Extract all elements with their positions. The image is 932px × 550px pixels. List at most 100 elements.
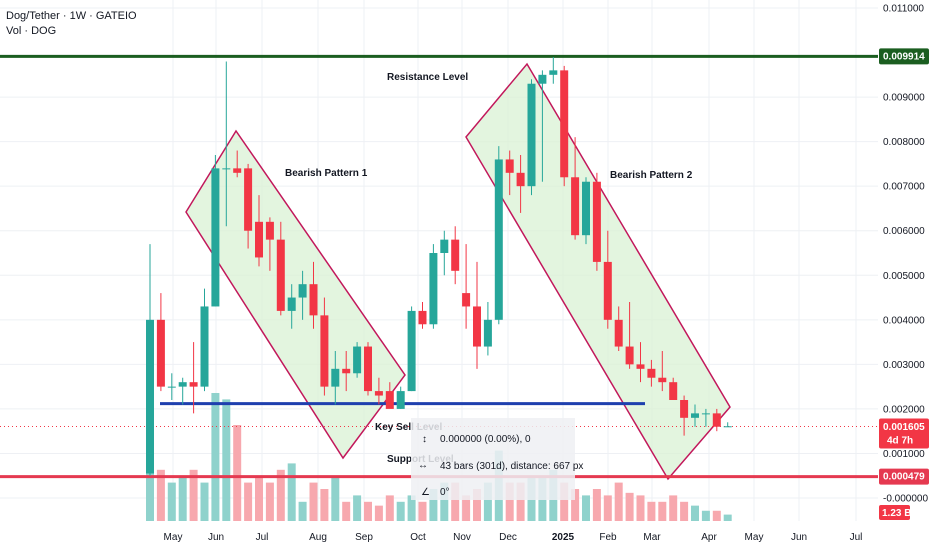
bearish-channel-2 (465, 62, 731, 481)
volume-bar (342, 501, 351, 521)
volume-tag-bg (879, 505, 910, 520)
time-axis-bg (0, 522, 932, 550)
candle-body (516, 172, 525, 187)
measure-bars-distance: 43 bars (301d), distance: 667 px (440, 461, 583, 472)
candle-body (527, 83, 536, 187)
time-tick-label: Oct (410, 532, 426, 543)
candle (396, 386, 405, 409)
candle (723, 422, 732, 428)
volume-bar (473, 489, 481, 521)
volume-bar (680, 501, 689, 521)
candle (538, 70, 547, 182)
volume-bar (691, 505, 699, 521)
candle (582, 177, 590, 245)
candle-body (592, 181, 601, 262)
volume-bar (244, 482, 253, 521)
candle-body (396, 391, 405, 409)
candle (353, 342, 362, 378)
price-tick-label: 0.004000 (883, 315, 925, 326)
candle (407, 306, 416, 392)
candle (483, 302, 492, 356)
candle (571, 137, 580, 240)
volume-bar (483, 482, 492, 521)
candle (233, 150, 242, 178)
candle-body (440, 239, 449, 253)
volume-bar (320, 489, 329, 521)
candle-body (276, 239, 285, 311)
volume-bar (625, 492, 634, 521)
volume-bar (200, 482, 209, 521)
candle-body (167, 386, 176, 388)
price-tags: 0.009914 0.001605 4d 7h 0.000479 1.23 B (879, 48, 929, 520)
candle (309, 261, 318, 329)
candle (603, 230, 612, 329)
time-tick-label: 2025 (552, 532, 575, 543)
candle (669, 377, 678, 400)
volume-bar (440, 482, 449, 521)
candle-body (265, 221, 274, 240)
price-axis[interactable]: 0.011000 0.009000 0.008000 0.007000 0.006000… (879, 0, 932, 550)
candle-body (255, 221, 263, 258)
volume-bar (647, 501, 656, 521)
volume-bar (723, 514, 732, 521)
candle (385, 382, 394, 409)
candle (244, 163, 253, 249)
candle-body (320, 315, 329, 387)
price-tick-label: 0.005000 (883, 271, 925, 282)
candle-body (538, 74, 547, 84)
volume-title[interactable]: Vol · DOG (6, 25, 57, 37)
time-tick-label: Mar (643, 532, 661, 543)
candle (374, 377, 383, 405)
candle-body (211, 168, 220, 307)
candlesticks (146, 57, 732, 476)
price-tick-label: 0.001000 (883, 449, 925, 460)
candle-body (647, 368, 656, 378)
time-tick-label: Aug (309, 532, 327, 543)
candle-body (625, 346, 634, 365)
candle (298, 270, 307, 320)
time-tick-label: Nov (453, 532, 471, 543)
volume-bar (287, 463, 296, 521)
candle (625, 302, 634, 369)
countdown-tag: 4d 7h (887, 436, 913, 447)
price-tick-label: 0.006000 (883, 226, 925, 237)
candle-body (473, 306, 481, 347)
candle-body (298, 284, 307, 298)
volume-bar (407, 495, 416, 521)
candle (189, 342, 198, 414)
resistance-price-tag-bg (879, 48, 929, 65)
candle (156, 293, 165, 392)
candle-body (669, 382, 678, 400)
chart-legend: Dog/Tether · 1W · GATEIO Vol · DOG (6, 9, 137, 39)
candle-body (636, 364, 645, 369)
volume-bar (462, 495, 471, 521)
candle (320, 297, 329, 396)
time-tick-label: Feb (599, 532, 617, 543)
candle-body (364, 346, 372, 392)
candle (287, 284, 296, 329)
key-sell-label: Key Sell Level (375, 422, 442, 433)
volume-bar (396, 501, 405, 521)
candle (592, 172, 601, 271)
symbol-title[interactable]: Dog/Tether · 1W · GATEIO (6, 10, 137, 22)
candle (549, 57, 558, 84)
volume-bar (592, 489, 601, 521)
measure-tool: ↕ ↔ ∠ 0.000000 (0.00%), 0 43 bars (301d), di… (411, 418, 583, 500)
volume-bar (560, 482, 569, 521)
volume-bar (582, 495, 590, 521)
volume-bar (516, 482, 525, 521)
candle (560, 65, 569, 187)
pattern1-label: Bearish Pattern 1 (285, 168, 368, 179)
candle-body (418, 310, 427, 325)
angle-icon: ∠ (421, 487, 430, 498)
candle-body (582, 181, 590, 236)
candle-body (233, 168, 242, 173)
candle (647, 359, 656, 387)
volume-bar (636, 495, 645, 521)
time-axis[interactable]: May Jun Jul Aug Sep Oct Nov Dec 2025 Feb Mar Apr May… (0, 522, 932, 550)
candle-body (691, 413, 699, 418)
candle-body (222, 168, 231, 170)
candle (462, 244, 471, 329)
volume-bar (276, 469, 285, 521)
